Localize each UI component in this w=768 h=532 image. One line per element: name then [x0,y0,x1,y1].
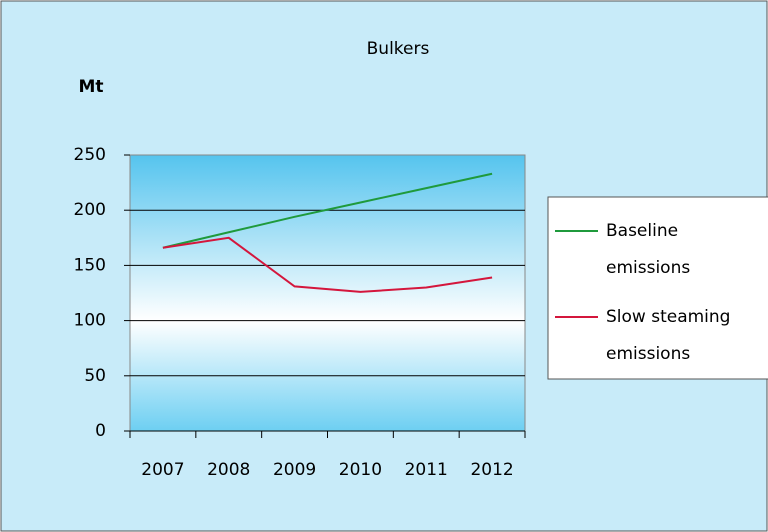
y-tick-label: 200 [74,200,106,220]
y-tick-label: 150 [74,255,106,275]
x-tick-label: 2008 [207,460,250,480]
x-tick-label: 2011 [405,460,448,480]
x-tick-label: 2010 [339,460,382,480]
chart-title: Bulkers [367,39,430,59]
series-line [162,236,493,293]
y-tick-label: 0 [95,421,106,441]
series-line [162,172,493,249]
x-tick-label: 2012 [470,460,513,480]
legend-label: Slow steaming emissions [606,307,731,364]
x-tick-label: 2007 [141,460,184,480]
y-tick-label: 50 [84,366,106,386]
y-tick-label: 100 [74,311,106,331]
plot-area [129,154,526,432]
y-axis-label: Mt [78,77,103,97]
y-tick-label: 250 [74,145,106,165]
legend [547,196,768,380]
legend-label: Baseline emissions [606,221,691,278]
x-tick-label: 2009 [273,460,316,480]
